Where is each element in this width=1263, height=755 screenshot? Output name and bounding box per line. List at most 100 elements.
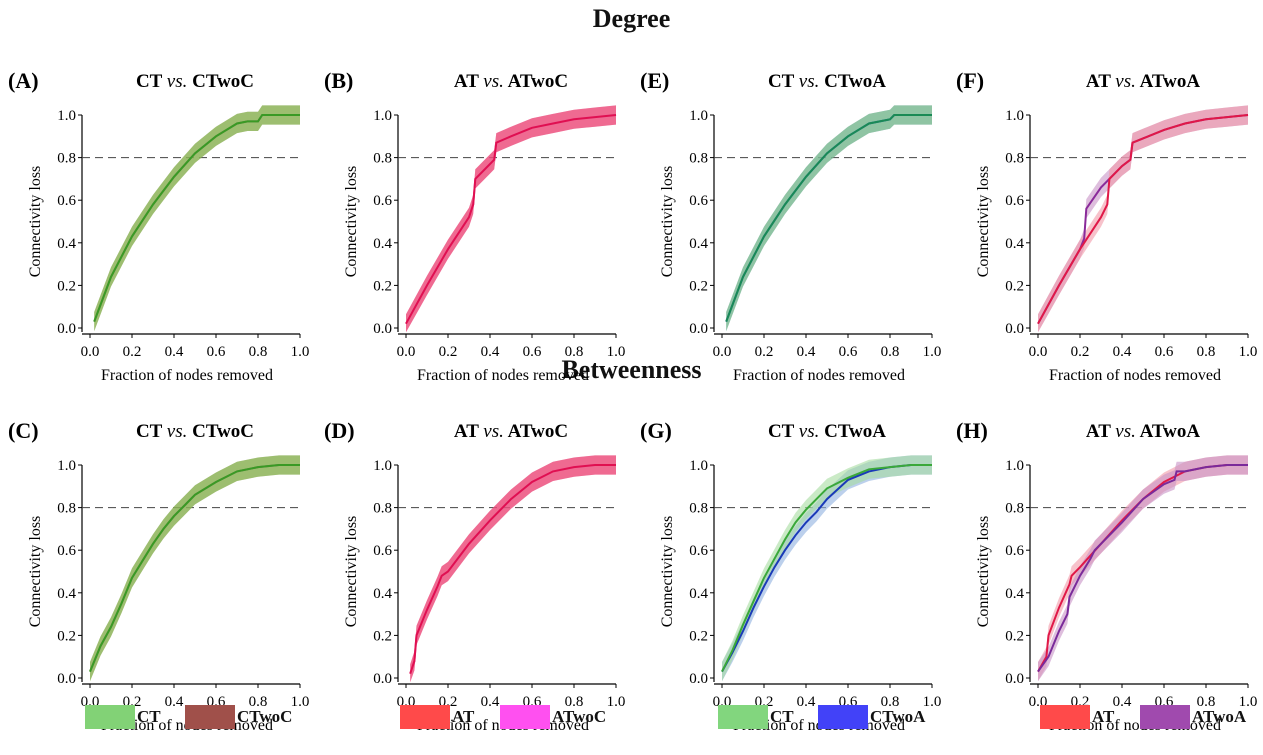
- y-tick-label: 0.6: [57, 543, 76, 559]
- y-tick-label: 0.0: [1005, 671, 1024, 687]
- chart-title: CT vs. CTwoC: [136, 421, 254, 442]
- confidence-band-1: [726, 105, 932, 332]
- x-axis-label: Fraction of nodes removed: [417, 367, 589, 384]
- series-line-2: [721, 464, 932, 673]
- legend-item: CT: [718, 704, 794, 730]
- y-tick-label: 0.6: [373, 193, 392, 209]
- x-tick-label: 1.0: [607, 344, 626, 360]
- x-tick-label: 0.8: [565, 344, 584, 360]
- legend-label: AT: [1092, 707, 1115, 726]
- confidence-band-2: [90, 455, 300, 682]
- chart-title: AT vs. ATwoC: [454, 71, 568, 92]
- y-tick-label: 0.4: [57, 236, 76, 252]
- chart-title: AT vs. ATwoA: [1086, 421, 1200, 442]
- series-line-2: [1037, 114, 1249, 325]
- series-line-2: [89, 464, 300, 672]
- series-line-1: [405, 114, 617, 325]
- legend-swatch: [500, 705, 550, 729]
- x-tick-label: 0.4: [481, 694, 500, 710]
- y-axis-label: Connectivity loss: [975, 166, 992, 278]
- x-tick-label: 0.6: [839, 344, 858, 360]
- x-tick-label: 0.6: [1155, 344, 1174, 360]
- y-tick-label: 0.4: [1005, 236, 1024, 252]
- y-tick-label: 1.0: [689, 108, 708, 124]
- legend-swatch: [400, 705, 450, 729]
- x-tick-label: 0.4: [1113, 344, 1132, 360]
- legend-swatch: [185, 705, 235, 729]
- confidence-band-1: [94, 105, 300, 332]
- chart-panel-a: (A) CT vs. CTwoC 0.0 0.2 0.4 0.6 0.8 1.0 0.0 0.2 0…: [0, 60, 316, 405]
- y-tick-label: 0.6: [1005, 543, 1024, 559]
- y-tick-label: 0.2: [1005, 628, 1024, 644]
- chart-svg: (E) CT vs. CTwoA 0.0 0.2 0.4 0.6 0.8 1.0 0.0 0.2 0…: [640, 68, 941, 384]
- y-tick-label: 1.0: [373, 458, 392, 474]
- chart-panel-d: (D) AT vs. ATwoC 0.0 0.2 0.4 0.6 0.8 1.0 0.0 0.2 0…: [316, 410, 632, 755]
- y-tick-label: 1.0: [1005, 108, 1024, 124]
- chart-title: AT vs. ATwoA: [1086, 71, 1200, 92]
- series-line-2: [725, 114, 932, 322]
- x-tick-label: 1.0: [923, 694, 942, 710]
- x-tick-label: 0.4: [797, 694, 816, 710]
- chart-title: AT vs. ATwoC: [454, 421, 568, 442]
- chart-panel-h: (H) AT vs. ATwoA 0.0 0.2 0.4 0.6 0.8 1.0 0.0 0.2 0…: [948, 410, 1263, 755]
- y-tick-label: 1.0: [57, 458, 76, 474]
- series-line-2: [405, 114, 617, 325]
- confidence-band-2: [406, 105, 616, 333]
- y-tick-label: 0.8: [689, 501, 708, 517]
- confidence-band-2: [726, 105, 932, 332]
- y-tick-label: 0.2: [373, 628, 392, 644]
- y-tick-label: 1.0: [1005, 458, 1024, 474]
- y-tick-label: 0.8: [1005, 501, 1024, 517]
- x-tick-label: 0.2: [755, 344, 774, 360]
- chart-panel-c: (C) CT vs. CTwoC 0.0 0.2 0.4 0.6 0.8 1.0 0.0 0.2 0…: [0, 410, 316, 755]
- chart-title: CT vs. CTwoA: [768, 421, 886, 442]
- legend-item: AT: [400, 704, 474, 730]
- x-tick-label: 0.8: [1197, 694, 1216, 710]
- y-tick-label: 0.4: [689, 236, 708, 252]
- y-tick-label: 0.8: [373, 501, 392, 517]
- y-tick-label: 0.6: [689, 543, 708, 559]
- x-tick-label: 0.8: [249, 344, 268, 360]
- series-line-2: [409, 464, 616, 675]
- y-tick-label: 0.0: [689, 671, 708, 687]
- x-tick-label: 0.4: [1113, 694, 1132, 710]
- x-tick-label: 1.0: [291, 694, 310, 710]
- x-tick-label: 0.0: [397, 344, 416, 360]
- legend-label: CTwoC: [237, 707, 293, 726]
- panel-label: (H): [956, 418, 988, 443]
- y-tick-label: 0.2: [57, 278, 76, 294]
- legend-item: CTwoC: [185, 704, 292, 730]
- x-tick-label: 0.6: [523, 344, 542, 360]
- chart-panel-f: (F) AT vs. ATwoA 0.0 0.2 0.4 0.6 0.8 1.0 0.0 0.2 0…: [948, 60, 1263, 405]
- chart-title: CT vs. CTwoA: [768, 71, 886, 92]
- y-tick-label: 1.0: [689, 458, 708, 474]
- y-axis-label: Connectivity loss: [27, 516, 44, 628]
- panel-label: (G): [640, 418, 672, 443]
- y-tick-label: 1.0: [373, 108, 392, 124]
- x-tick-label: 0.4: [797, 344, 816, 360]
- y-tick-label: 0.0: [373, 321, 392, 337]
- y-tick-label: 0.8: [57, 501, 76, 517]
- legend-swatch: [1040, 705, 1090, 729]
- series-line-1: [721, 464, 932, 673]
- y-tick-label: 0.4: [1005, 586, 1024, 602]
- panel-label: (E): [640, 68, 669, 93]
- y-tick-label: 0.6: [1005, 193, 1024, 209]
- legend-item: AT: [1040, 704, 1114, 730]
- y-axis-label: Connectivity loss: [343, 516, 360, 628]
- series-line-2: [93, 114, 300, 322]
- y-tick-label: 0.8: [57, 151, 76, 167]
- panel-label: (F): [956, 68, 984, 93]
- y-tick-label: 0.4: [689, 586, 708, 602]
- y-tick-label: 0.0: [689, 321, 708, 337]
- legend-swatch: [1140, 705, 1190, 729]
- legend-item: CTwoA: [818, 704, 925, 730]
- x-tick-label: 1.0: [1239, 694, 1258, 710]
- x-tick-label: 0.2: [123, 344, 142, 360]
- x-tick-label: 1.0: [607, 694, 626, 710]
- x-tick-label: 0.2: [1071, 344, 1090, 360]
- x-axis-label: Fraction of nodes removed: [101, 367, 273, 384]
- chart-svg: (F) AT vs. ATwoA 0.0 0.2 0.4 0.6 0.8 1.0 0.0 0.2 0…: [956, 68, 1257, 384]
